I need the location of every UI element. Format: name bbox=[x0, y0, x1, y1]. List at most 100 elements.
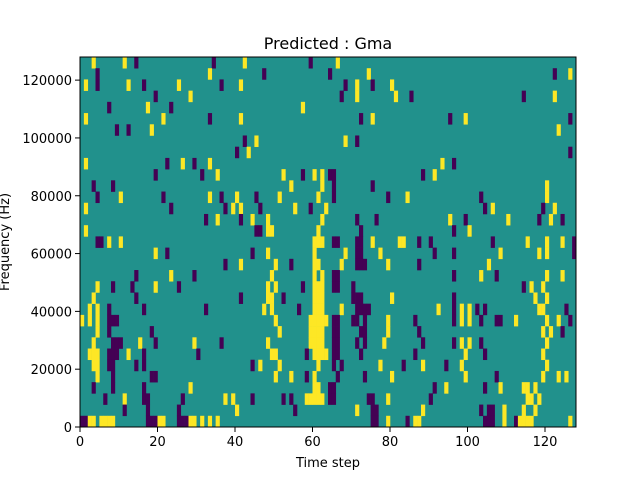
heatmap-cell bbox=[463, 348, 468, 361]
heatmap-cell bbox=[83, 79, 89, 91]
heatmap-cell bbox=[145, 393, 151, 405]
heatmap-cell bbox=[192, 157, 197, 170]
heatmap-cell bbox=[421, 169, 426, 181]
x-tick-label: 120 bbox=[533, 435, 558, 450]
heatmap-cell bbox=[448, 113, 453, 125]
heatmap-cell bbox=[386, 393, 391, 405]
heatmap-cell bbox=[320, 169, 325, 181]
heatmap-cell bbox=[320, 281, 325, 293]
heatmap-cell bbox=[568, 146, 573, 159]
heatmap-cell bbox=[452, 314, 457, 327]
heatmap-cell bbox=[200, 169, 205, 181]
heatmap-cell bbox=[355, 404, 360, 417]
heatmap-cell bbox=[560, 270, 565, 282]
heatmap-cell bbox=[312, 258, 317, 271]
heatmap-cell bbox=[452, 225, 457, 237]
heatmap-cell bbox=[537, 213, 542, 226]
heatmap-cell bbox=[355, 135, 360, 147]
heatmap-cell bbox=[215, 213, 220, 226]
heatmap-cell bbox=[351, 281, 356, 293]
heatmap-cell bbox=[529, 393, 534, 405]
heatmap-cell bbox=[335, 57, 340, 69]
heatmap-cell bbox=[180, 415, 185, 428]
heatmap-cell bbox=[355, 314, 360, 327]
heatmap-cell bbox=[207, 191, 213, 204]
heatmap-cell bbox=[475, 303, 480, 316]
heatmap-cell bbox=[269, 292, 275, 304]
heatmap-cell bbox=[362, 337, 368, 349]
heatmap-cell bbox=[355, 247, 360, 260]
heatmap-cell bbox=[308, 57, 313, 69]
heatmap-cell bbox=[483, 202, 488, 215]
heatmap-cell bbox=[91, 337, 96, 349]
heatmap-cell bbox=[289, 393, 294, 405]
heatmap-cell bbox=[269, 270, 275, 282]
heatmap-cell bbox=[370, 236, 375, 248]
heatmap-cell bbox=[204, 303, 209, 316]
heatmap-cell bbox=[91, 180, 96, 192]
heatmap-cell bbox=[87, 415, 92, 428]
heatmap-cell bbox=[111, 415, 116, 428]
heatmap-cell bbox=[537, 303, 542, 316]
heatmap-cell bbox=[366, 303, 371, 316]
x-axis: 0 20 40 60 80 100 120 bbox=[76, 427, 558, 450]
heatmap-cell bbox=[521, 404, 526, 417]
heatmap-cell bbox=[235, 146, 240, 159]
heatmap-cell bbox=[494, 270, 499, 282]
heatmap-cell bbox=[331, 337, 337, 349]
heatmap-cell bbox=[359, 348, 364, 361]
heatmap-cell bbox=[111, 337, 116, 349]
heatmap-cell bbox=[188, 90, 193, 103]
heatmap-cell bbox=[142, 359, 147, 372]
heatmap-cell bbox=[250, 359, 255, 372]
heatmap-cell bbox=[273, 370, 278, 383]
heatmap-cell bbox=[370, 415, 375, 428]
heatmap-cell bbox=[304, 348, 309, 361]
heatmap-cell bbox=[320, 213, 325, 226]
heatmap-cell bbox=[467, 337, 472, 349]
heatmap-cell bbox=[312, 337, 317, 349]
heatmap-cell bbox=[545, 292, 550, 304]
heatmap-cell bbox=[355, 90, 360, 103]
heatmap-cell bbox=[331, 393, 337, 405]
heatmap-cell bbox=[142, 303, 147, 316]
heatmap-cell bbox=[401, 359, 406, 372]
heatmap-cell bbox=[273, 314, 278, 327]
heatmap-cell bbox=[238, 202, 244, 215]
heatmap-cell bbox=[320, 180, 325, 192]
heatmap-cell bbox=[149, 370, 154, 383]
heatmap-cell bbox=[258, 359, 263, 372]
y-tick-label: 20000 bbox=[31, 363, 72, 378]
heatmap-cell bbox=[83, 202, 89, 215]
heatmap-cell bbox=[335, 281, 340, 293]
heatmap-cell bbox=[320, 393, 325, 405]
heatmap-cell bbox=[95, 348, 100, 361]
heatmap-cell bbox=[521, 90, 526, 103]
heatmap-cell bbox=[293, 202, 298, 215]
heatmap-cell bbox=[490, 415, 495, 428]
heatmap-cell bbox=[145, 415, 151, 428]
heatmap-cell bbox=[235, 404, 240, 417]
heatmap-cell bbox=[238, 258, 244, 271]
heatmap-cell bbox=[359, 236, 364, 248]
x-tick-label: 0 bbox=[76, 435, 84, 450]
heatmap-cell bbox=[176, 281, 182, 293]
heatmap-cell bbox=[370, 404, 375, 417]
heatmap-cell bbox=[417, 326, 422, 338]
heatmap-cell bbox=[362, 258, 368, 271]
heatmap-cell bbox=[328, 382, 333, 394]
heatmap-cell bbox=[316, 258, 321, 271]
heatmap-cell bbox=[533, 404, 538, 417]
heatmap-cell bbox=[572, 236, 577, 248]
heatmap-cell bbox=[552, 90, 557, 103]
heatmap-cell bbox=[498, 382, 503, 394]
heatmap-cell bbox=[545, 236, 550, 248]
heatmap-cell bbox=[545, 314, 550, 327]
heatmap-cell bbox=[114, 124, 120, 136]
heatmap-cell bbox=[490, 236, 495, 248]
y-tick-label: 120000 bbox=[22, 74, 72, 89]
heatmap-cell bbox=[95, 281, 100, 293]
heatmap-cell bbox=[525, 236, 530, 248]
heatmap-cell bbox=[541, 370, 546, 383]
